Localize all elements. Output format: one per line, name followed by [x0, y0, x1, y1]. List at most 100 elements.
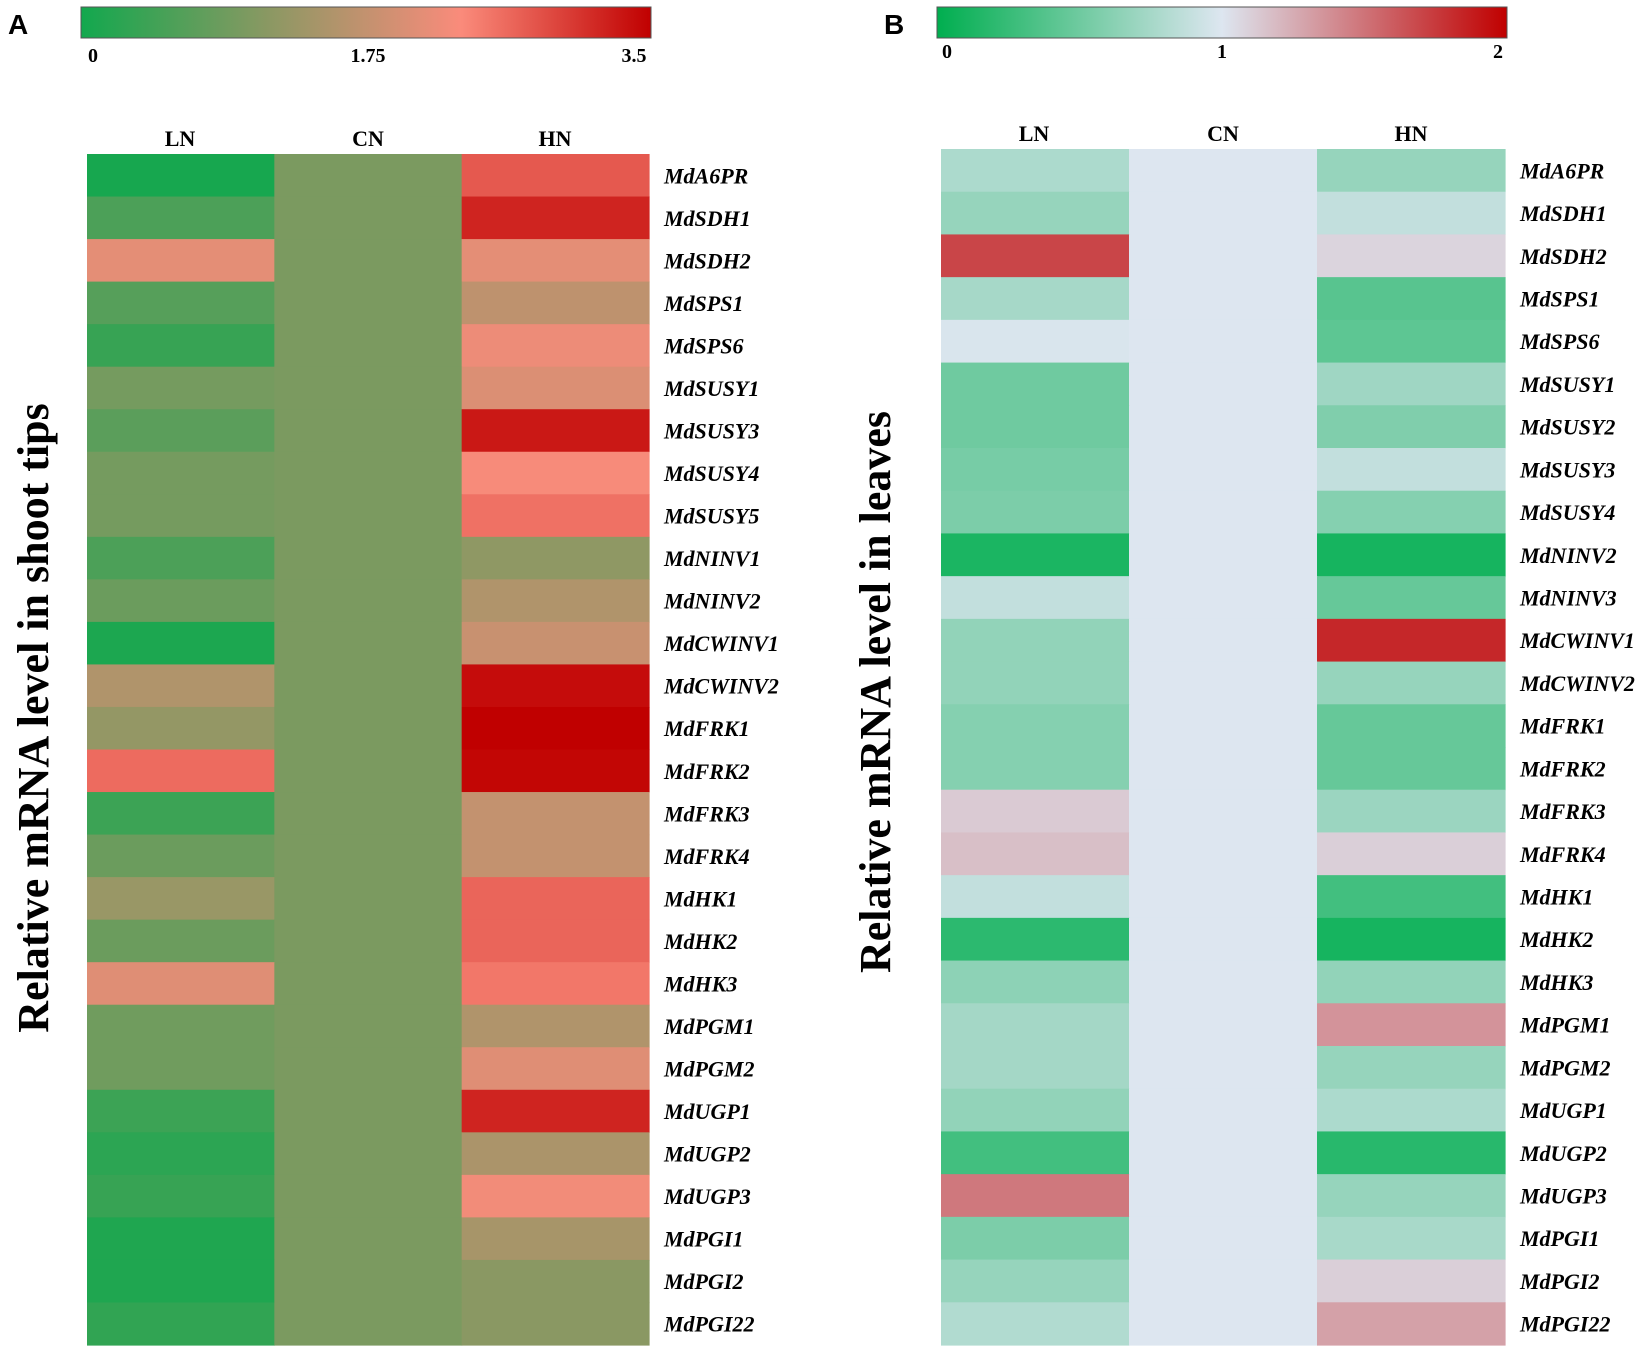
- panel-b-cell-MdSPS6-HN: [1317, 319, 1506, 364]
- panel-a-gene-label: MdSPS1: [663, 291, 743, 316]
- panel-b-gene-labels: MdA6PR MdSDH1 MdSDH2 MdSPS1 MdSPS6 MdSUSY1 MdS…: [1519, 158, 1635, 1336]
- panel-a-cell-MdUGP2-HN: [461, 1132, 650, 1176]
- panel-a-cell-MdUGP1-CN: [274, 1089, 463, 1133]
- panel-a-cell-MdPGI22-CN: [274, 1302, 463, 1346]
- panel-a-col-ln: LN: [165, 126, 196, 151]
- panel-a-cell-MdCWINV1-HN: [461, 621, 650, 666]
- panel-a-gene-label: MdSUSY3: [663, 418, 759, 443]
- panel-a-gene-label: MdFRK2: [663, 759, 750, 784]
- panel-a-cell-MdSUSY3-LN: [87, 409, 275, 453]
- panel-b-gene-label: MdUGP1: [1519, 1098, 1607, 1123]
- panel-a-gene-label: MdHK2: [663, 929, 737, 954]
- panel-a-cell-MdUGP3-LN: [87, 1174, 275, 1218]
- panel-b-col-ln: LN: [1019, 121, 1050, 146]
- panel-a-gene-label: MdPGI1: [663, 1227, 743, 1252]
- panel-a-cell-MdSUSY4-CN: [274, 451, 463, 495]
- panel-a-cell-MdNINV2-HN: [461, 579, 650, 623]
- panel-b-cell-MdHK1-CN: [1129, 875, 1318, 919]
- panel-b-cell-MdHK3-HN: [1317, 960, 1506, 1004]
- panel-a-gene-label: MdCWINV1: [663, 631, 779, 656]
- panel-b-cell-MdHK2-HN: [1317, 917, 1506, 962]
- panel-b-cell-MdSDH2-HN: [1317, 234, 1506, 278]
- panel-b-cell-MdPGM1-HN: [1317, 1003, 1506, 1047]
- panel-b-cell-MdPGI22-CN: [1129, 1302, 1318, 1346]
- panel-a-cell-MdPGI1-HN: [461, 1217, 650, 1261]
- panel-b-cell-MdFRK4-HN: [1317, 832, 1506, 876]
- panel-a-cell-MdUGP1-HN: [461, 1089, 650, 1133]
- panel-a-cell-MdSUSY3-HN: [461, 409, 650, 453]
- panel-b-cell-MdSDH1-CN: [1129, 191, 1318, 236]
- panel-a-cell-MdSUSY3-CN: [274, 409, 463, 453]
- panel-b-tick-max: 2: [1493, 41, 1503, 63]
- panel-a-cell-MdHK2-HN: [461, 919, 650, 963]
- panel-a-cell-MdNINV1-CN: [274, 536, 463, 580]
- panel-a-gene-label: MdSDH1: [663, 206, 751, 231]
- panel-a-cell-MdCWINV2-CN: [274, 664, 463, 708]
- panel-b-cell-MdNINV3-CN: [1129, 576, 1318, 620]
- panel-b-cell-MdUGP1-HN: [1317, 1088, 1506, 1133]
- panel-a-cell-MdPGI2-CN: [274, 1259, 463, 1304]
- panel-a-cell-MdCWINV1-LN: [87, 621, 275, 666]
- panel-a-y-axis-label: Relative mRNA level in shoot tips: [9, 403, 58, 1032]
- panel-a-gene-label: MdA6PR: [663, 163, 748, 188]
- panel-b-cell-MdPGI2-HN: [1317, 1259, 1506, 1303]
- panel-a: A 0 1.75 3.5 LN CN HN Relative mRNA leve…: [8, 6, 779, 1346]
- panel-b-cell-MdCWINV1-HN: [1317, 618, 1506, 663]
- panel-a-cell-MdHK1-HN: [461, 877, 650, 921]
- panel-b-cell-MdUGP2-CN: [1129, 1131, 1318, 1175]
- panel-a-cell-MdCWINV2-HN: [461, 664, 650, 708]
- panel-b-gene-label: MdUGP3: [1519, 1184, 1607, 1209]
- panel-a-cell-MdSPS6-CN: [274, 324, 463, 368]
- panel-b-cell-MdSUSY4-HN: [1317, 490, 1506, 535]
- panel-a-cell-MdNINV2-CN: [274, 579, 463, 623]
- panel-b-cell-MdUGP3-LN: [941, 1174, 1130, 1218]
- panel-b-cell-MdFRK3-CN: [1129, 789, 1318, 834]
- panel-b-gene-label: MdPGM1: [1519, 1013, 1610, 1038]
- panel-a-gene-label: MdSPS6: [663, 333, 743, 358]
- panel-b-cell-MdUGP3-CN: [1129, 1174, 1318, 1218]
- panel-b-cell-MdPGI1-HN: [1317, 1216, 1506, 1261]
- panel-a-tick-min: 0: [88, 45, 98, 67]
- panel-b-cell-MdUGP2-LN: [941, 1131, 1130, 1175]
- panel-b-gene-label: MdFRK4: [1519, 842, 1606, 867]
- panel-a-cell-MdA6PR-HN: [461, 154, 650, 198]
- panel-a-cell-MdUGP3-CN: [274, 1174, 463, 1218]
- panel-b-cell-MdNINV2-CN: [1129, 533, 1318, 577]
- panel-a-cell-MdPGM1-LN: [87, 1004, 275, 1048]
- panel-a-cell-MdA6PR-CN: [274, 154, 463, 198]
- panel-a-gene-label: MdFRK3: [663, 801, 750, 826]
- panel-b-gene-label: MdFRK2: [1519, 756, 1606, 781]
- panel-b-cell-MdSUSY2-LN: [941, 405, 1130, 449]
- panel-a-cell-MdSUSY4-LN: [87, 451, 275, 495]
- panel-a-cell-MdCWINV2-LN: [87, 664, 275, 708]
- panel-a-cell-MdSDH1-CN: [274, 196, 463, 240]
- panel-a-cell-MdPGM2-HN: [461, 1047, 650, 1091]
- panel-b-gene-label: MdPGM2: [1519, 1055, 1610, 1080]
- panel-b-gene-label: MdPGI22: [1519, 1312, 1610, 1337]
- panel-b-cell-MdSUSY2-HN: [1317, 405, 1506, 449]
- panel-a-label: A: [8, 9, 28, 40]
- panel-a-gene-label: MdPGM1: [663, 1014, 754, 1039]
- panel-b-tick-min: 0: [942, 41, 952, 63]
- panel-b-cell-MdUGP2-HN: [1317, 1131, 1506, 1175]
- panel-a-gene-label: MdHK3: [663, 971, 737, 996]
- panel-a-gene-label: MdUGP2: [663, 1142, 751, 1167]
- panel-a-cell-MdPGI2-HN: [461, 1259, 650, 1304]
- panel-a-cell-MdHK1-LN: [87, 877, 275, 921]
- panel-b-cell-MdSPS6-CN: [1129, 319, 1318, 364]
- panel-a-cell-MdSDH2-HN: [461, 239, 650, 283]
- panel-b-gene-label: MdSDH2: [1519, 244, 1607, 269]
- panel-a-cell-MdPGI1-CN: [274, 1217, 463, 1261]
- panel-a-cell-MdPGM1-CN: [274, 1004, 463, 1048]
- panel-a-gene-label: MdPGM2: [663, 1057, 754, 1082]
- panel-b-cell-MdSUSY1-LN: [941, 362, 1130, 406]
- panel-b-gene-label: MdPGI2: [1519, 1269, 1599, 1294]
- panel-b-cell-MdCWINV2-HN: [1317, 661, 1506, 705]
- panel-a-cell-MdSUSY5-HN: [461, 494, 650, 538]
- panel-a-gene-label: MdFRK4: [663, 844, 750, 869]
- panel-b-cell-MdCWINV1-LN: [941, 618, 1130, 663]
- panel-b-cell-MdHK2-LN: [941, 917, 1130, 962]
- panel-b-cell-MdFRK1-CN: [1129, 704, 1318, 748]
- panel-a-cell-MdUGP1-LN: [87, 1089, 275, 1133]
- panel-a-cell-MdHK3-CN: [274, 962, 463, 1006]
